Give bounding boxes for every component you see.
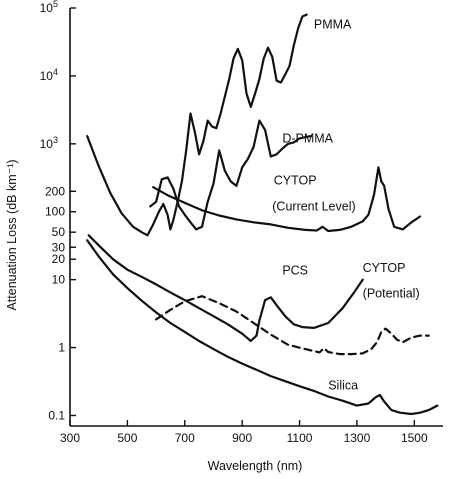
- y-tick-label: 30: [52, 240, 66, 254]
- x-tick-label: 1300: [344, 431, 371, 445]
- series-pmma-line: [86, 13, 308, 237]
- y-tick-label: 105: [40, 0, 58, 15]
- y-tick-label: 200: [45, 184, 65, 198]
- y-tick-label: 103: [40, 135, 58, 151]
- y-tick-label: 1: [58, 341, 65, 355]
- x-tick-label: 700: [175, 431, 195, 445]
- x-tick-label: 1500: [401, 431, 428, 445]
- series-annotation: CYTOP: [363, 261, 406, 275]
- x-tick-label: 500: [117, 431, 137, 445]
- y-tick-label: 20: [52, 252, 66, 266]
- series-cytop-current-level-line: [152, 166, 422, 233]
- series-annotation: D-PMMA: [282, 131, 333, 145]
- series-annotation: PMMA: [314, 17, 352, 31]
- y-tick-label: 50: [52, 225, 66, 239]
- y-tick-label: 100: [45, 205, 65, 219]
- series-annotation: (Current Level): [272, 199, 355, 213]
- x-tick-label: 900: [232, 431, 252, 445]
- series-group: [86, 13, 439, 416]
- series-silica-line: [86, 239, 439, 416]
- axes: 300 500 700 900 1100 1300 1500 105 104 103 200 100 5…: [40, 0, 443, 445]
- x-tick-label: 300: [60, 431, 80, 445]
- x-axis-title: Wavelength (nm): [208, 459, 303, 473]
- x-tick-label: 1100: [287, 431, 313, 445]
- series-pcs-line: [87, 234, 364, 343]
- series-annotation: PCS: [282, 263, 308, 277]
- y-tick-label: 0.1: [48, 408, 65, 422]
- series-cytop-potential-line: [155, 295, 430, 356]
- y-axis-title: Attenuation Loss (dB km⁻¹): [5, 159, 19, 310]
- annotation-group: PMMA D-PMMA CYTOP (Current Level) PCS CYTOP (P…: [272, 17, 419, 392]
- series-annotation: CYTOP: [274, 174, 317, 188]
- y-tick-label: 104: [40, 67, 58, 83]
- y-tick-label: 10: [52, 273, 66, 287]
- series-annotation: (Potential): [363, 286, 420, 300]
- series-annotation: Silica: [328, 379, 358, 393]
